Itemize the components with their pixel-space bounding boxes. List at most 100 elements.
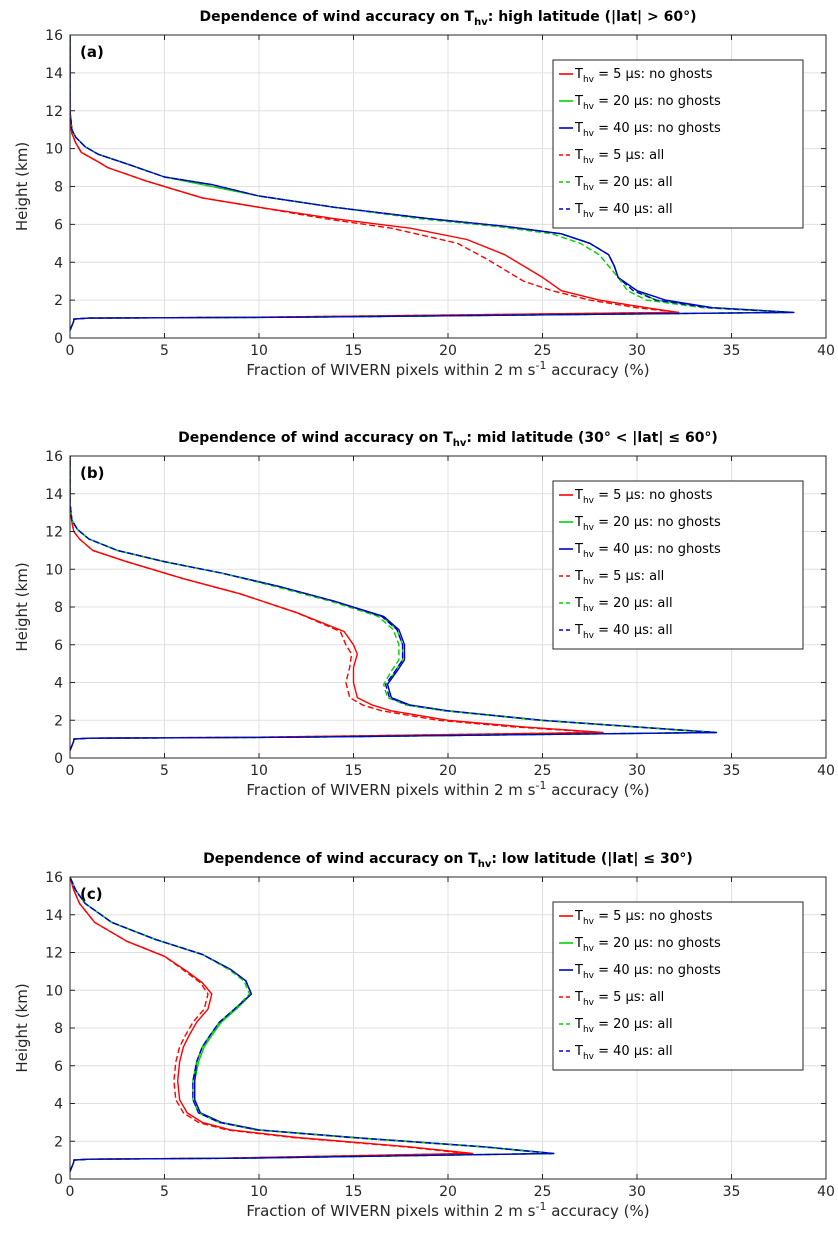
legend-label: Thv = 5 μs: no ghosts [574,488,713,506]
x-tick-label: 30 [628,763,646,779]
legend-box [552,59,804,229]
y-tick-label: 14 [45,487,63,503]
legend-label: Thv = 20 μs: no ghosts [574,936,721,954]
y-tick-label: 2 [54,293,63,309]
legend-label: Thv = 5 μs: all [574,148,664,166]
legend-label: Thv = 40 μs: all [574,1044,673,1062]
y-tick-label: 16 [45,870,63,886]
y-tick-label: 16 [45,449,63,465]
legend: Thv = 5 μs: no ghosts Thv = 20 μs: no gho… [552,480,804,650]
x-tick-label: 10 [250,763,268,779]
x-tick-label: 40 [817,763,835,779]
x-axis-label: Fraction of WIVERN pixels within 2 m s-1… [246,359,649,379]
legend-label: Thv = 20 μs: no ghosts [574,515,721,533]
x-tick-label: 10 [250,343,268,359]
legend-label: Thv = 5 μs: all [574,569,664,587]
x-tick-label: 40 [817,1184,835,1200]
panel-title: Dependence of wind accuracy on Thv: mid … [178,430,718,449]
legend-label: Thv = 40 μs: no ghosts [574,542,721,560]
x-tick-label: 20 [439,343,457,359]
x-tick-label: 0 [66,763,75,779]
panel-title: Dependence of wind accuracy on Thv: low … [203,851,693,870]
legend-label: Thv = 40 μs: no ghosts [574,121,721,139]
x-tick-label: 25 [534,343,552,359]
y-tick-label: 14 [45,66,63,82]
legend-box [552,901,804,1071]
series-group [70,35,795,331]
legend-label: Thv = 40 μs: all [574,202,673,220]
x-tick-label: 20 [439,1184,457,1200]
y-tick-label: 0 [54,331,63,347]
series-line-4 [70,35,680,331]
y-tick-label: 10 [45,142,63,158]
y-axis-label: Height (km) [13,983,31,1072]
x-tick-label: 0 [66,1184,75,1200]
x-tick-label: 25 [534,1184,552,1200]
panel-letter: (b) [80,464,104,482]
series-line-6 [70,35,793,331]
panel-3: Dependence of wind accuracy on Thv: low … [13,851,835,1220]
x-tick-label: 0 [66,343,75,359]
y-tick-label: 10 [45,983,63,999]
y-tick-label: 4 [54,255,63,271]
x-tick-label: 10 [250,1184,268,1200]
x-tick-label: 20 [439,763,457,779]
legend-label: Thv = 20 μs: all [574,596,673,614]
y-tick-label: 4 [54,676,63,692]
x-tick-label: 30 [628,343,646,359]
legend-label: Thv = 5 μs: no ghosts [574,67,713,85]
y-tick-label: 8 [54,180,63,196]
y-tick-label: 16 [45,28,63,44]
y-tick-label: 4 [54,1097,63,1113]
y-tick-label: 6 [54,638,63,654]
legend: Thv = 5 μs: no ghosts Thv = 20 μs: no gho… [552,59,804,229]
series-group [70,877,555,1172]
x-tick-label: 5 [160,1184,169,1200]
y-tick-label: 12 [45,104,63,120]
y-tick-label: 6 [54,1059,63,1075]
x-tick-label: 35 [723,343,741,359]
x-axis-label: Fraction of WIVERN pixels within 2 m s-1… [246,1200,649,1220]
x-tick-label: 25 [534,763,552,779]
y-tick-label: 2 [54,713,63,729]
x-tick-label: 5 [160,763,169,779]
y-tick-label: 8 [54,1021,63,1037]
legend-box [552,480,804,650]
y-tick-label: 8 [54,600,63,616]
legend-label: Thv = 5 μs: no ghosts [574,909,713,927]
legend: Thv = 5 μs: no ghosts Thv = 20 μs: no gho… [552,901,804,1071]
legend-label: Thv = 5 μs: all [574,990,664,1008]
x-axis-label: Fraction of WIVERN pixels within 2 m s-1… [246,779,649,799]
x-tick-label: 35 [723,1184,741,1200]
panel-2: Dependence of wind accuracy on Thv: mid … [13,430,835,799]
y-tick-label: 0 [54,751,63,767]
panel-letter: (a) [80,43,104,61]
legend-label: Thv = 20 μs: all [574,175,673,193]
x-tick-label: 15 [345,1184,363,1200]
legend-label: Thv = 20 μs: no ghosts [574,94,721,112]
x-tick-label: 30 [628,1184,646,1200]
legend-label: Thv = 40 μs: all [574,623,673,641]
y-tick-label: 10 [45,562,63,578]
x-tick-label: 15 [345,343,363,359]
series-line-6 [70,456,716,751]
series-line-6 [70,877,553,1172]
y-axis-label: Height (km) [13,142,31,231]
series-group [70,456,718,751]
y-axis-label: Height (km) [13,562,31,651]
panel-letter: (c) [80,885,103,903]
x-tick-label: 15 [345,763,363,779]
y-tick-label: 2 [54,1134,63,1150]
panel-title: Dependence of wind accuracy on Thv: high… [199,9,696,28]
legend-label: Thv = 40 μs: no ghosts [574,963,721,981]
x-tick-label: 35 [723,763,741,779]
legend-label: Thv = 20 μs: all [574,1017,673,1035]
y-tick-label: 12 [45,946,63,962]
y-tick-label: 6 [54,217,63,233]
y-tick-label: 0 [54,1172,63,1188]
panel-1: Dependence of wind accuracy on Thv: high… [13,9,835,379]
y-tick-label: 12 [45,525,63,541]
x-tick-label: 40 [817,343,835,359]
